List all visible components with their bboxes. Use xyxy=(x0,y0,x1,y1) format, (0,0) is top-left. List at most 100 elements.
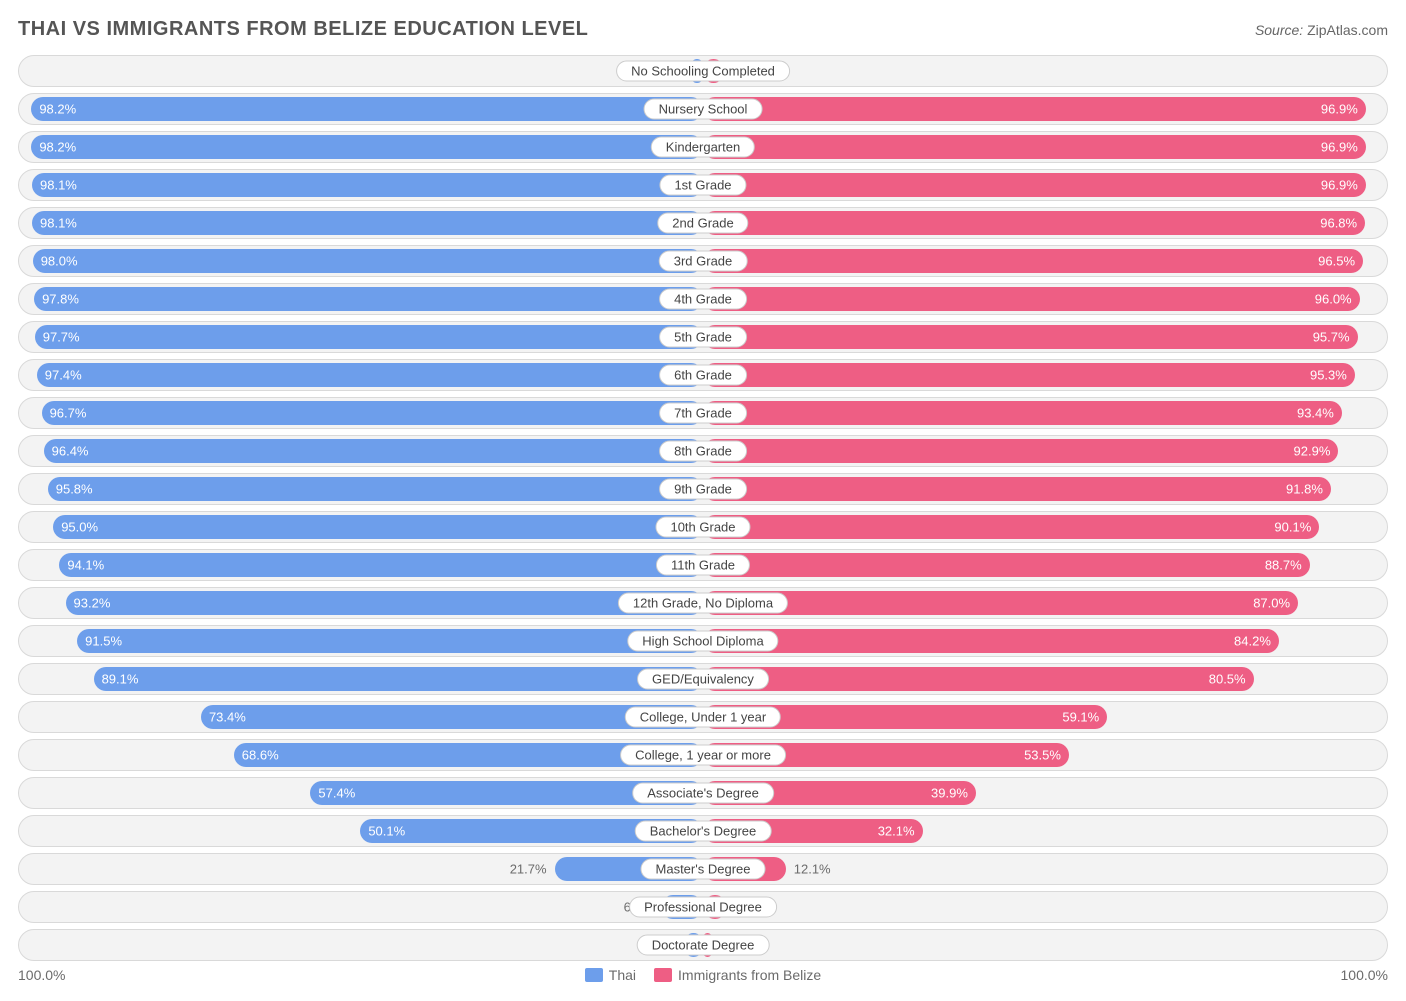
bar-left xyxy=(31,97,703,121)
bar-row: 6.1%3.5%Professional Degree xyxy=(18,891,1388,923)
bar-left xyxy=(32,173,703,197)
bar-left xyxy=(66,591,703,615)
bar-right xyxy=(703,211,1365,235)
bar-left-value: 97.8% xyxy=(42,292,79,307)
bar-right xyxy=(703,135,1366,159)
category-label: No Schooling Completed xyxy=(616,61,790,82)
bar-right xyxy=(703,629,1279,653)
bar-left xyxy=(35,325,703,349)
legend: Thai Immigrants from Belize xyxy=(585,967,821,983)
bar-row: 91.5%84.2%High School Diploma xyxy=(18,625,1388,657)
bar-right-value: 96.9% xyxy=(1321,140,1358,155)
bar-right xyxy=(703,249,1363,273)
chart-header: THAI VS IMMIGRANTS FROM BELIZE EDUCATION… xyxy=(18,18,1388,41)
bar-left-value: 96.7% xyxy=(50,406,87,421)
bar-row: 98.1% 96.8% 2nd Grade xyxy=(18,207,1388,239)
bar-row: 98.2%96.9%Kindergarten xyxy=(18,131,1388,163)
axis-right-max: 100.0% xyxy=(1341,967,1388,983)
category-label: 12th Grade, No Diploma xyxy=(618,593,788,614)
bar-right-value: 90.1% xyxy=(1274,520,1311,535)
bar-left-value: 97.4% xyxy=(45,368,82,383)
bar-right-value: 96.9% xyxy=(1321,102,1358,117)
bar-right xyxy=(703,287,1360,311)
bar-row: 98.1%96.9%1st Grade xyxy=(18,169,1388,201)
bar-left xyxy=(42,401,703,425)
bar-left-value: 95.8% xyxy=(56,482,93,497)
bar-row: 95.0%90.1%10th Grade xyxy=(18,511,1388,543)
bar-left-value: 97.7% xyxy=(43,330,80,345)
bar-left xyxy=(77,629,703,653)
bar-right-value: 95.3% xyxy=(1310,368,1347,383)
bar-row: 96.7%93.4%7th Grade xyxy=(18,397,1388,429)
category-label: 4th Grade xyxy=(659,289,747,310)
bar-left-value: 95.0% xyxy=(61,520,98,535)
category-label: Professional Degree xyxy=(629,897,777,918)
bar-right-value: 80.5% xyxy=(1209,672,1246,687)
bar-right xyxy=(703,325,1358,349)
category-label: Associate's Degree xyxy=(632,783,774,804)
bar-left-value: 50.1% xyxy=(368,824,405,839)
bar-right-value: 84.2% xyxy=(1234,634,1271,649)
category-label: 11th Grade xyxy=(656,555,750,576)
bar-left xyxy=(48,477,703,501)
bar-right xyxy=(703,363,1355,387)
category-label: High School Diploma xyxy=(627,631,778,652)
bar-left xyxy=(44,439,703,463)
bar-right xyxy=(703,553,1310,577)
bar-left xyxy=(53,515,703,539)
bar-left xyxy=(37,363,703,387)
bar-row: 95.8%91.8%9th Grade xyxy=(18,473,1388,505)
bar-row: 1.8%3.1%No Schooling Completed xyxy=(18,55,1388,87)
bar-row: 98.2% 96.9% Nursery School xyxy=(18,93,1388,125)
bar-left xyxy=(32,211,703,235)
bar-right-value: 32.1% xyxy=(878,824,915,839)
bar-left-value: 98.2% xyxy=(39,102,76,117)
bar-left-value: 21.7% xyxy=(510,862,547,877)
category-label: 9th Grade xyxy=(659,479,747,500)
category-label: 2nd Grade xyxy=(657,213,748,234)
category-label: 5th Grade xyxy=(659,327,747,348)
bar-row: 57.4%39.9%Associate's Degree xyxy=(18,777,1388,809)
bar-right-value: 87.0% xyxy=(1253,596,1290,611)
bar-right-value: 96.5% xyxy=(1318,254,1355,269)
category-label: GED/Equivalency xyxy=(637,669,769,690)
legend-swatch-left xyxy=(585,968,603,982)
legend-label-left: Thai xyxy=(609,967,636,983)
bar-row: 89.1%80.5%GED/Equivalency xyxy=(18,663,1388,695)
bar-right xyxy=(703,97,1366,121)
bar-right-value: 93.4% xyxy=(1297,406,1334,421)
legend-swatch-right xyxy=(654,968,672,982)
diverging-bar-chart: 1.8%3.1%No Schooling Completed 98.2% 96.9%… xyxy=(18,55,1388,961)
chart-title: THAI VS IMMIGRANTS FROM BELIZE EDUCATION… xyxy=(18,18,588,41)
bar-right-value: 96.9% xyxy=(1321,178,1358,193)
category-label: College, 1 year or more xyxy=(620,745,786,766)
bar-row: 97.4% 95.3% 6th Grade xyxy=(18,359,1388,391)
category-label: Nursery School xyxy=(644,99,763,120)
bar-row: 97.7%95.7%5th Grade xyxy=(18,321,1388,353)
bar-right-value: 92.9% xyxy=(1294,444,1331,459)
bar-left-value: 98.2% xyxy=(39,140,76,155)
chart-source: Source: ZipAtlas.com xyxy=(1255,22,1388,38)
bar-left xyxy=(59,553,703,577)
category-label: 6th Grade xyxy=(659,365,747,386)
bar-left-value: 94.1% xyxy=(67,558,104,573)
axis-left-max: 100.0% xyxy=(18,967,65,983)
bar-right xyxy=(703,439,1338,463)
bar-left-value: 98.1% xyxy=(40,216,77,231)
bar-row: 94.1%88.7%11th Grade xyxy=(18,549,1388,581)
legend-item-right: Immigrants from Belize xyxy=(654,967,821,983)
category-label: 8th Grade xyxy=(659,441,747,462)
bar-right xyxy=(703,173,1366,197)
bar-row: 97.8%96.0%4th Grade xyxy=(18,283,1388,315)
bar-left-value: 68.6% xyxy=(242,748,279,763)
bar-row: 96.4%92.9%8th Grade xyxy=(18,435,1388,467)
bar-left-value: 98.0% xyxy=(41,254,78,269)
bar-left xyxy=(31,135,703,159)
bar-left xyxy=(34,287,703,311)
bar-right xyxy=(703,401,1342,425)
bar-right-value: 96.8% xyxy=(1320,216,1357,231)
category-label: College, Under 1 year xyxy=(625,707,781,728)
bar-left xyxy=(33,249,703,273)
bar-left-value: 57.4% xyxy=(318,786,355,801)
bar-left-value: 93.2% xyxy=(74,596,111,611)
